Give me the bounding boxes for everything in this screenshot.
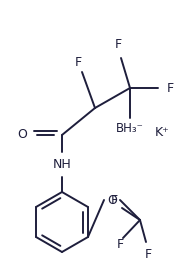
- Text: F: F: [144, 248, 152, 262]
- Text: O: O: [107, 194, 117, 206]
- Text: F: F: [115, 39, 122, 51]
- Text: NH: NH: [53, 158, 71, 172]
- Text: K⁺: K⁺: [155, 125, 169, 139]
- Text: F: F: [166, 82, 174, 95]
- Text: F: F: [74, 56, 82, 69]
- Text: F: F: [111, 194, 118, 206]
- Text: F: F: [116, 238, 124, 252]
- Text: O: O: [17, 129, 27, 142]
- Text: BH₃⁻: BH₃⁻: [116, 121, 144, 134]
